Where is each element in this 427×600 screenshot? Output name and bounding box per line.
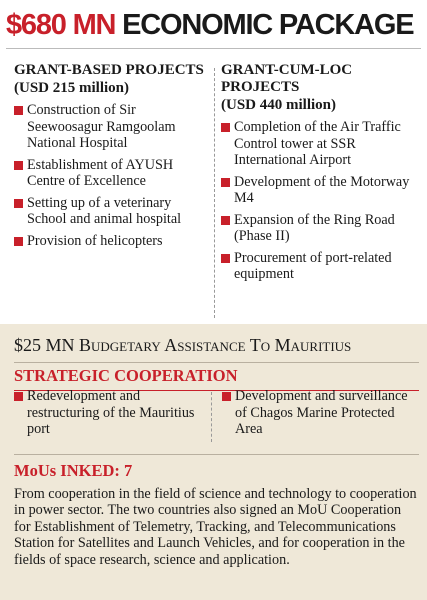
bullet <box>14 236 23 246</box>
divider <box>214 68 215 318</box>
bullet <box>14 198 23 208</box>
item-text: Provision of helicopters <box>27 232 163 249</box>
list-item: Development of the Motorway M4 <box>221 174 417 207</box>
bullet <box>221 123 230 132</box>
item-text: Development of the Motorway M4 <box>234 173 410 207</box>
bullet <box>14 160 23 170</box>
item-text: Establishment of AYUSH Centre of Excelle… <box>27 156 174 190</box>
bullet <box>221 177 230 187</box>
bullet <box>221 215 230 225</box>
item-text: Development and surveillance of Chagos M… <box>235 388 408 437</box>
list-item: Redevelopment and restructuring of the M… <box>14 388 199 438</box>
list-item: Completion of the Air Traffic Control to… <box>221 119 417 169</box>
title: $680 MN ECONOMIC PACKAGE <box>6 4 421 49</box>
column-amount: (USD 215 million) <box>14 80 130 96</box>
item-text: Construction of Sir Seewoosagur Ramgoola… <box>27 102 176 151</box>
item-text: Completion of the Air Traffic Control to… <box>234 119 401 168</box>
strategic-item-col: Development and surveillance of Chagos M… <box>222 388 419 438</box>
item-text: Redevelopment and restructuring of the M… <box>27 388 195 437</box>
list-item: Construction of Sir Seewoosagur Ramgoola… <box>14 102 206 152</box>
list-item: Development and surveillance of Chagos M… <box>222 388 419 438</box>
column: GRANT-CUM-LOC PROJECTS (USD 440 million)… <box>221 62 417 283</box>
item-text: Setting up of a veterinary School and an… <box>27 194 182 228</box>
bullet <box>222 392 231 401</box>
divider <box>211 392 212 442</box>
list-item: Expansion of the Ring Road (Phase II) <box>221 212 417 245</box>
list-item: Procurement of port-related equipment <box>221 250 417 283</box>
section-heading: STRATEGIC COOPERATION <box>14 366 419 391</box>
strategic-item-col: Redevelopment and restructuring of the M… <box>14 388 199 438</box>
section-heading: MoUs INKED: 7 <box>14 454 419 481</box>
item-text: Expansion of the Ring Road (Phase II) <box>234 211 395 245</box>
column-heading: GRANT-CUM-LOC PROJECTS <box>221 62 353 95</box>
strategic-columns: Redevelopment and restructuring of the M… <box>14 388 419 450</box>
bullet <box>14 392 23 401</box>
item-text: Procurement of port-related equipment <box>234 249 392 283</box>
paragraph: From cooperation in the field of science… <box>14 486 417 568</box>
project-columns: GRANT-BASED PROJECTS (USD 215 million) C… <box>14 62 419 320</box>
bullet <box>14 106 23 115</box>
budget-heading: $25 MN Budgetary Assistance To Mauritius <box>14 334 419 363</box>
list-item: Provision of helicopters <box>14 233 206 250</box>
bullet <box>221 253 230 263</box>
lower-panel: $25 MN Budgetary Assistance To Mauritius… <box>0 324 427 600</box>
list-item: Establishment of AYUSH Centre of Excelle… <box>14 157 206 190</box>
column-heading: GRANT-BASED PROJECTS <box>14 62 204 78</box>
title-text: ECONOMIC PACKAGE <box>122 9 414 41</box>
column: GRANT-BASED PROJECTS (USD 215 million) C… <box>14 62 206 249</box>
list-item: Setting up of a veterinary School and an… <box>14 195 206 228</box>
column-amount: (USD 440 million) <box>221 97 337 113</box>
title-highlight: $680 MN <box>6 9 116 41</box>
